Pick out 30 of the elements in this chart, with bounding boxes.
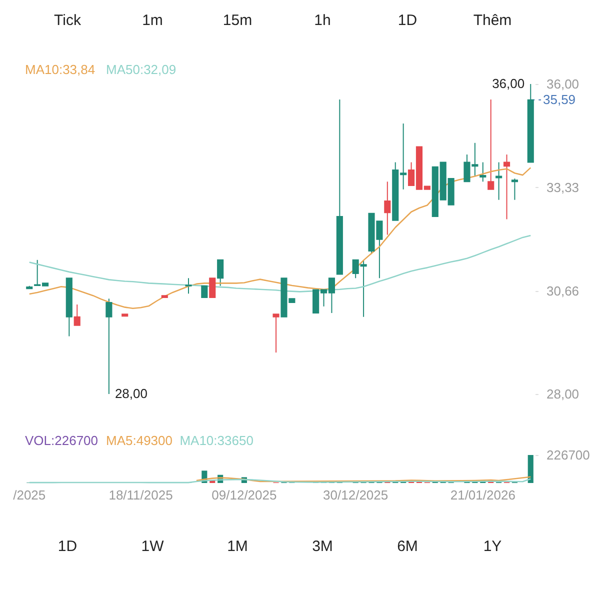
y-tick-label: 28,00 (546, 386, 580, 402)
y-tick-label: 33,33 (546, 180, 580, 195)
y-tick-label: 30,66 (546, 283, 580, 298)
x-tick-label: 21/01/2026 (450, 488, 516, 502)
text: MA5:49300 (106, 433, 172, 448)
text: 1W (141, 538, 165, 555)
text: 1Y (483, 538, 502, 555)
text: MA10:33650 (180, 433, 254, 448)
text: 3M (312, 538, 333, 555)
text: 15m (222, 12, 252, 29)
annotation: 28,00 (114, 386, 148, 401)
annotation: 36,00 (492, 76, 525, 91)
text: MA50:32,09 (106, 62, 176, 77)
text: 1m (142, 12, 163, 29)
y-tick-label: 226700 (546, 448, 590, 462)
text: MA10:33,84 (25, 62, 96, 77)
text: 1M (227, 538, 248, 555)
text: VOL:226700 (25, 433, 98, 448)
text: 1h (314, 12, 331, 29)
ref-line-label: 35,59 (543, 92, 576, 107)
y-tick-label: 36,00 (546, 76, 580, 92)
text: 1D (398, 12, 418, 29)
x-tick-label: 18/11/2025 (108, 488, 173, 502)
text: Tick (54, 12, 82, 29)
text: Thêm (473, 12, 512, 29)
x-tick-label: 30/12/2025 (323, 488, 388, 502)
x-tick-label: /2025 (13, 488, 46, 502)
x-tick-label: 09/12/2025 (212, 488, 277, 502)
text: 1D (58, 538, 78, 555)
text: 6M (397, 538, 418, 555)
